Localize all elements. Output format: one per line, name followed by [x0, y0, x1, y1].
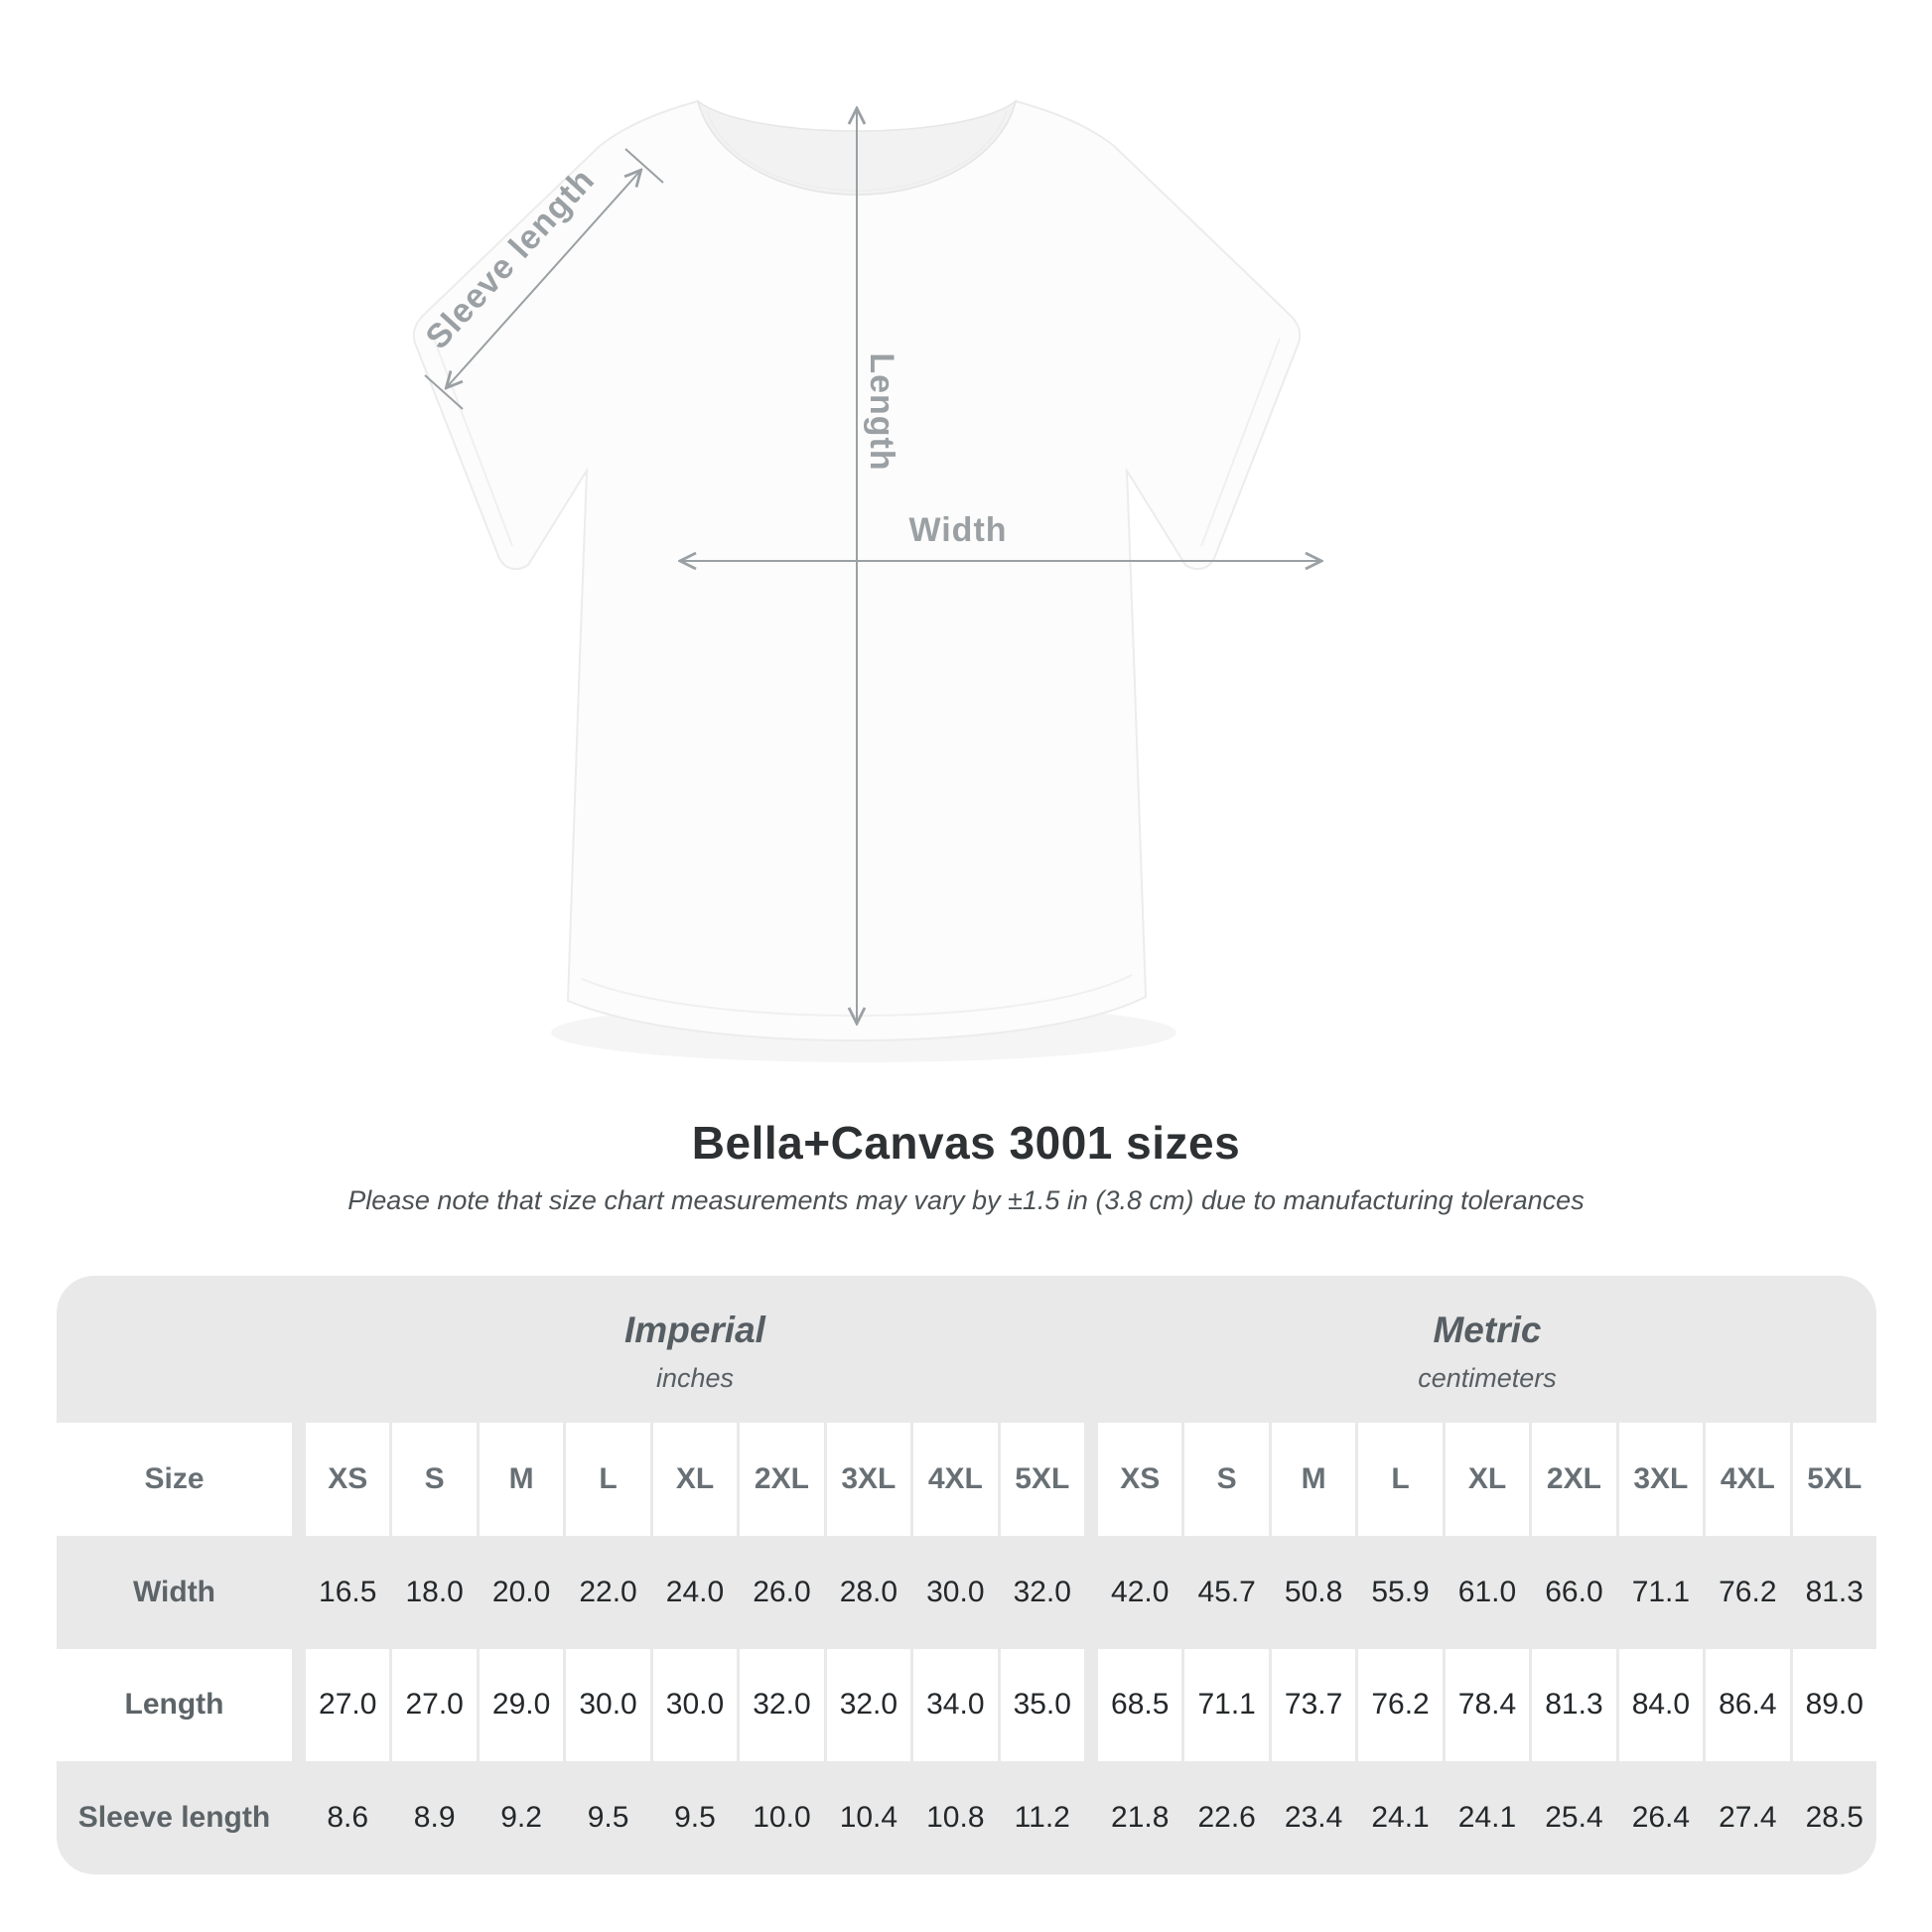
imperial-value-cell: 10.0 [753, 1801, 811, 1835]
imperial-size-header: XL [652, 1423, 738, 1536]
imperial-value-cell: 10.4 [839, 1801, 898, 1835]
metric-value-cell: 55.9 [1371, 1575, 1430, 1608]
imperial-value-cell: 8.9 [413, 1801, 456, 1835]
imperial-value-cell: 30.0 [926, 1575, 985, 1608]
metric-value-cell: 22.6 [1197, 1801, 1256, 1835]
imperial-size-header: L [566, 1423, 650, 1536]
imperial-value-cell: 16.5 [319, 1575, 377, 1608]
metric-value-cell: 25.4 [1545, 1801, 1603, 1835]
metric-value-cell: 21.8 [1111, 1801, 1170, 1835]
imperial-value-cell: 27.0 [392, 1648, 477, 1762]
imperial-value-cell: 26.0 [753, 1575, 811, 1608]
imperial-value-cell: 20.0 [491, 1575, 551, 1608]
imperial-value-cell: 29.0 [479, 1648, 564, 1762]
imperial-value-cell: 24.0 [665, 1575, 725, 1608]
metric-size-header: XL [1445, 1423, 1530, 1536]
metric-value-cell: 61.0 [1457, 1575, 1517, 1608]
heading-block: Bella+Canvas 3001 sizes Please note that… [0, 1116, 1932, 1216]
metric-size-header: L [1358, 1423, 1443, 1536]
imperial-value-cell: 10.8 [926, 1801, 985, 1835]
imperial-value-cell: 9.5 [587, 1801, 629, 1835]
imperial-value-cell: 27.0 [306, 1648, 390, 1762]
size-column-header: Size [57, 1423, 292, 1536]
page-subtitle: Please note that size chart measurements… [347, 1185, 1585, 1215]
imperial-value-cell: 32.0 [826, 1648, 911, 1762]
metric-value-cell: 81.3 [1805, 1575, 1863, 1608]
metric-value-cell: 23.4 [1284, 1801, 1343, 1835]
metric-value-cell: 76.2 [1719, 1575, 1777, 1608]
imperial-size-header: M [479, 1423, 564, 1536]
metric-value-cell: 27.4 [1719, 1801, 1777, 1835]
metric-value-cell: 42.0 [1111, 1575, 1170, 1608]
metric-value-cell: 66.0 [1545, 1575, 1603, 1608]
metric-value-cell: 89.0 [1792, 1648, 1876, 1762]
metric-value-cell: 76.2 [1358, 1648, 1443, 1762]
imperial-value-cell: 32.0 [740, 1648, 824, 1762]
row-label: Sleeve length [77, 1801, 271, 1835]
sleeve-length-tick-bottom [424, 374, 464, 410]
imperial-value-cell: 34.0 [913, 1648, 998, 1762]
width-label: Width [908, 511, 1007, 549]
imperial-value-cell: 22.0 [579, 1575, 637, 1608]
metric-group-name: Metric [1433, 1309, 1542, 1350]
metric-value-cell: 84.0 [1618, 1648, 1704, 1762]
right-cuff-stitch [1200, 338, 1281, 547]
tshirt-measurement-diagram: Length Width Sleeve length [412, 99, 1932, 1062]
imperial-size-header: S [392, 1423, 477, 1536]
metric-value-cell: 24.1 [1457, 1801, 1517, 1835]
metric-size-header: 3XL [1618, 1423, 1704, 1536]
imperial-group-name: Imperial [624, 1309, 765, 1350]
metric-size-header: XS [1097, 1423, 1182, 1536]
imperial-group-unit: inches [655, 1362, 735, 1393]
metric-size-header: M [1271, 1423, 1356, 1536]
metric-value-cell: 71.1 [1184, 1648, 1269, 1762]
metric-value-cell: 81.3 [1532, 1648, 1616, 1762]
metric-value-cell: 71.1 [1631, 1575, 1691, 1608]
imperial-value-cell: 9.5 [674, 1801, 716, 1835]
metric-group-header: Metric centimeters [1098, 1276, 1876, 1423]
row-label: Width [132, 1575, 216, 1608]
row-label: Length [57, 1648, 292, 1762]
metric-value-cell: 28.5 [1805, 1801, 1863, 1835]
imperial-size-header: 4XL [913, 1423, 998, 1536]
metric-size-header: 5XL [1792, 1423, 1876, 1536]
imperial-value-cell: 8.6 [327, 1801, 369, 1835]
size-table: Imperial inches Metric centimeters Size X… [57, 1276, 1876, 1874]
metric-value-cell: 45.7 [1197, 1575, 1256, 1608]
metric-size-header: 4XL [1706, 1423, 1790, 1536]
metric-size-header: 2XL [1532, 1423, 1616, 1536]
imperial-value-cell: 18.0 [405, 1575, 464, 1608]
imperial-value-cell: 32.0 [1013, 1575, 1071, 1608]
imperial-size-header: 5XL [1000, 1423, 1084, 1536]
metric-value-cell: 78.4 [1445, 1648, 1530, 1762]
imperial-group-header: Imperial inches [306, 1276, 1084, 1423]
imperial-value-cell: 28.0 [839, 1575, 898, 1608]
imperial-value-cell: 11.2 [1014, 1801, 1070, 1835]
imperial-value-cell: 30.0 [652, 1648, 738, 1762]
page-title: Bella+Canvas 3001 sizes [691, 1117, 1241, 1169]
imperial-size-header: XS [306, 1423, 390, 1536]
metric-value-cell: 68.5 [1097, 1648, 1182, 1762]
imperial-value-cell: 35.0 [1000, 1648, 1084, 1762]
metric-value-cell: 26.4 [1631, 1801, 1691, 1835]
imperial-size-header: 2XL [740, 1423, 824, 1536]
imperial-value-cell: 30.0 [566, 1648, 650, 1762]
metric-value-cell: 86.4 [1706, 1648, 1790, 1762]
metric-value-cell: 50.8 [1284, 1575, 1343, 1608]
metric-size-header: S [1184, 1423, 1269, 1536]
imperial-size-header: 3XL [826, 1423, 911, 1536]
sleeve-length-arrow [447, 171, 640, 387]
metric-group-unit: centimeters [1418, 1362, 1557, 1393]
metric-value-cell: 24.1 [1371, 1801, 1430, 1835]
length-label: Length [863, 352, 900, 471]
metric-value-cell: 73.7 [1271, 1648, 1356, 1762]
imperial-value-cell: 9.2 [500, 1801, 542, 1835]
sleeve-length-tick-top [624, 148, 664, 184]
